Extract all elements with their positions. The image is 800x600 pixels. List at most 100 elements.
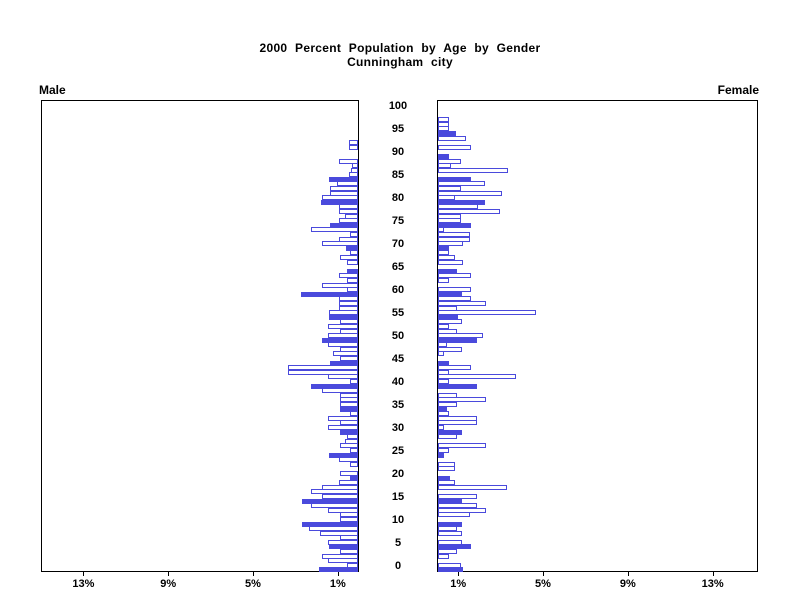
female-bar-age-30: [438, 429, 463, 435]
female-bar-age-58: [438, 300, 486, 306]
female-bar-age-80: [438, 199, 485, 205]
x-tick-mark: [337, 572, 339, 576]
female-bar-age-57: [438, 305, 458, 311]
male-bar-age-45: [330, 360, 358, 366]
female-bar-age-22: [438, 466, 455, 472]
x-tick-label-5pct: 5%: [245, 578, 261, 590]
age-axis-label-40: 40: [391, 375, 405, 388]
male-bar-age-34: [349, 411, 358, 417]
age-axis-label-90: 90: [391, 146, 405, 158]
female-header-label: Female: [717, 83, 759, 97]
age-axis-label-75: 75: [391, 214, 405, 227]
female-bar-age-87: [438, 167, 508, 173]
male-bar-age-76: [338, 218, 358, 224]
male-bar-age-30: [340, 429, 358, 435]
male-bar-age-43: [288, 369, 358, 375]
female-bar-age-3: [438, 553, 449, 559]
male-bar-age-41: [349, 379, 358, 384]
male-bar-age-11: [340, 516, 358, 522]
female-bar-age-77: [438, 213, 462, 219]
female-bar-age-84: [438, 181, 485, 187]
male-panel: [41, 100, 359, 573]
male-bar-age-86: [348, 172, 358, 178]
female-bar-age-63: [438, 277, 449, 283]
male-bar-age-39: [322, 388, 358, 394]
age-axis-label-50: 50: [391, 329, 405, 342]
male-bar-age-15: [301, 498, 358, 504]
female-bar-age-33: [438, 415, 478, 421]
male-bar-age-60: [300, 291, 358, 297]
male-bar-age-36: [340, 402, 358, 407]
female-bar-age-73: [438, 232, 470, 237]
age-axis-label-60: 60: [391, 283, 405, 296]
male-bar-age-14: [311, 503, 358, 509]
male-bar-age-13: [328, 507, 358, 513]
male-bar-age-71: [322, 241, 358, 247]
female-bar-age-43: [438, 369, 449, 375]
female-bar-age-79: [438, 204, 479, 210]
male-bar-age-93: [348, 140, 358, 146]
female-bar-age-69: [438, 250, 449, 256]
female-bar-age-47: [438, 351, 445, 357]
male-bar-age-59: [338, 296, 358, 302]
male-bar-age-88: [351, 163, 358, 168]
male-bar-age-6: [328, 539, 358, 545]
age-axis-label-95: 95: [391, 123, 405, 135]
female-bar-age-12: [438, 512, 470, 518]
x-tick-mark: [253, 572, 254, 576]
male-bar-age-0: [318, 567, 358, 573]
male-bar-age-7: [340, 535, 358, 541]
male-bar-age-53: [328, 323, 358, 329]
female-bar-age-53: [438, 323, 449, 329]
female-bar-age-4: [438, 549, 458, 554]
x-tick-label-5pct: 5%: [535, 578, 551, 590]
female-bar-age-76: [438, 218, 462, 224]
female-bar-age-10: [438, 521, 463, 527]
x-tick-mark: [627, 572, 629, 576]
x-tick-mark: [168, 572, 170, 576]
male-bar-age-21: [340, 470, 358, 476]
male-bar-age-65: [347, 268, 358, 274]
x-tick-mark: [83, 572, 85, 576]
male-bar-age-1: [347, 562, 358, 568]
female-bar-age-27: [438, 443, 486, 449]
male-bar-age-75: [330, 222, 358, 228]
male-bar-age-32: [340, 420, 358, 426]
male-bar-age-64: [338, 273, 358, 279]
male-bar-age-9: [309, 526, 358, 532]
male-bar-age-27: [340, 443, 358, 449]
male-bar-age-25: [329, 452, 358, 458]
male-bar-age-81: [322, 195, 358, 201]
female-bar-age-20: [438, 475, 450, 481]
female-bar-age-42: [438, 374, 517, 380]
female-bar-age-6: [438, 539, 463, 545]
female-bar-age-18: [438, 484, 507, 490]
male-bar-age-73: [349, 232, 358, 237]
male-bar-age-69: [349, 250, 358, 256]
male-bar-age-44: [288, 365, 358, 371]
female-bar-age-44: [438, 365, 471, 371]
female-bar-age-25: [438, 452, 445, 458]
male-bar-age-62: [322, 282, 358, 288]
x-tick-label-9pct: 9%: [160, 578, 177, 590]
male-bar-age-46: [340, 356, 358, 361]
female-bar-age-56: [438, 310, 536, 316]
male-bar-age-92: [348, 144, 358, 150]
female-bar-age-96: [438, 126, 449, 132]
page-title-line1: 2000 Percent Population by Age by Gender: [259, 41, 541, 55]
female-bar-age-23: [438, 461, 455, 467]
age-axis-label-45: 45: [391, 352, 405, 365]
male-bar-age-35: [340, 406, 358, 412]
male-bar-age-4: [340, 549, 358, 554]
female-bar-age-48: [438, 346, 463, 352]
female-bar-age-15: [438, 498, 463, 504]
female-bar-age-89: [438, 158, 462, 164]
female-bar-age-75: [438, 222, 471, 228]
male-bar-age-23: [349, 461, 358, 467]
x-tick-mark: [458, 572, 460, 576]
age-axis-label-25: 25: [391, 444, 405, 457]
age-axis-label-65: 65: [391, 260, 405, 273]
female-bar-age-36: [438, 402, 458, 407]
female-bar-age-38: [438, 392, 458, 398]
female-bar-age-88: [438, 163, 451, 168]
